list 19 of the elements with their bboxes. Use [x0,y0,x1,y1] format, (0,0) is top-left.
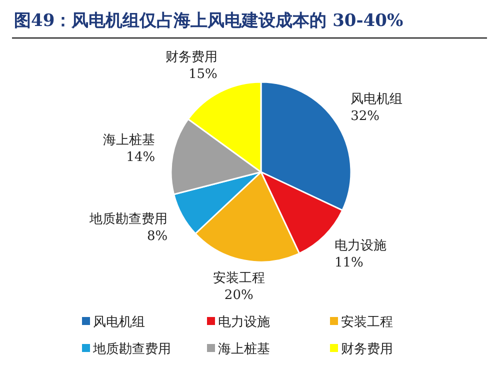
slice-label: 电力设施 [334,238,386,254]
data-label: 15% [188,66,218,82]
chart-title: 图49：风电机组仅占海上风电建设成本的 30-40% [14,11,404,31]
data-label: 32% [350,108,380,124]
legend-label: 财务费用 [341,342,393,357]
slice-label: 海上桩基 [103,132,156,148]
slice-label: 风电机组 [350,92,403,107]
legend-label: 安装工程 [341,314,393,330]
legend-label: 电力设施 [218,315,270,330]
legend-label: 风电机组 [93,315,145,330]
data-label: 11% [334,255,364,270]
legend-label: 海上桩基 [218,342,270,357]
legend-label: 地质勘查费用 [92,342,171,357]
slice-label: 安装工程 [212,270,265,286]
data-label: 8% [146,228,168,244]
slice-label: 地质勘查费用 [88,212,168,227]
data-label: 20% [224,288,254,303]
slice-label: 财务费用 [165,50,218,65]
data-label: 14% [126,150,156,165]
